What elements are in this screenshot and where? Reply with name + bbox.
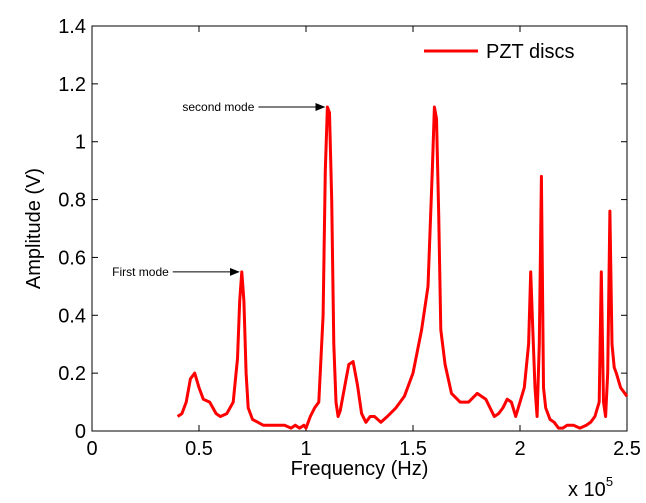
y-tick-label: 0.8: [58, 190, 86, 212]
y-tick-label: 1: [75, 132, 86, 154]
x-axis-multiplier-base: x 10: [568, 479, 606, 501]
y-tick-label: 1.2: [58, 74, 86, 96]
x-axis: 0 0.5 1 1.5 2 2.5: [86, 26, 641, 460]
x-tick-label: 1: [300, 438, 311, 460]
plot-area: [91, 25, 628, 432]
y-tick-label: 0.2: [58, 363, 86, 385]
x-axis-title: Frequency (Hz): [291, 458, 429, 480]
y-axis-title: Amplitude (V): [23, 168, 45, 289]
legend-label-pzt-discs: PZT discs: [486, 41, 575, 63]
series-layer: [176, 105, 629, 430]
x-axis-multiplier: x 105: [568, 474, 613, 501]
x-tick-label: 2: [514, 438, 525, 460]
annotation-label: First mode: [112, 265, 169, 279]
y-tick-label: 0: [75, 421, 86, 443]
y-tick-label: 0.4: [58, 305, 86, 327]
annotation-label: second mode: [182, 100, 254, 114]
y-tick-label: 0.6: [58, 247, 86, 269]
y-axis: 0 0.2 0.4 0.6 0.8 1 1.2 1.4: [58, 16, 627, 443]
annotation-layer: second mode First mode: [112, 100, 326, 279]
x-tick-label: 0: [86, 438, 97, 460]
y-tick-label: 1.4: [58, 16, 86, 38]
x-tick-label: 2.5: [613, 438, 641, 460]
x-axis-multiplier-exponent: 5: [606, 474, 613, 489]
x-tick-label: 0.5: [185, 438, 213, 460]
series-line-pzt-discs: [176, 105, 629, 430]
x-tick-label: 1.5: [399, 438, 427, 460]
legend: PZT discs: [424, 41, 575, 63]
